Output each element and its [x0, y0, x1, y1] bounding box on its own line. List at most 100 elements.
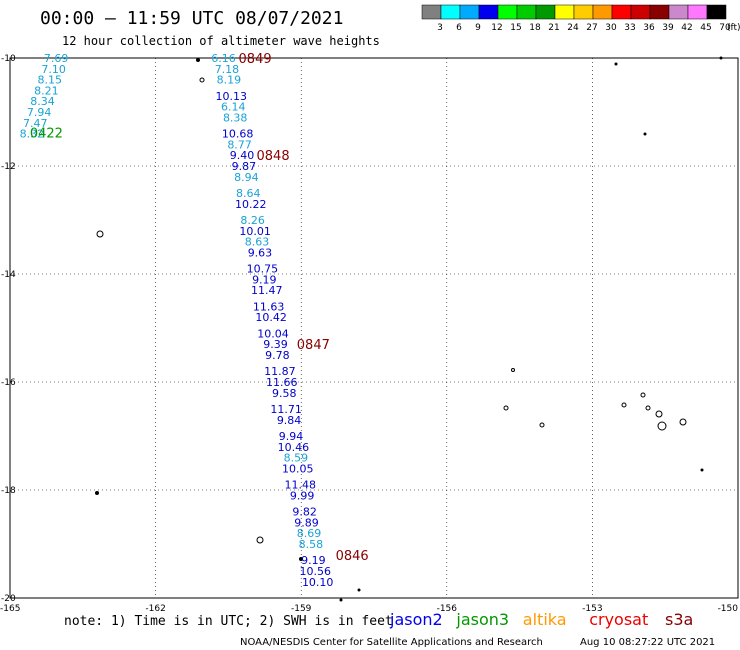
- wave-height-label: 10.22: [235, 198, 267, 211]
- wave-height-label: 9.39: [263, 338, 288, 351]
- wave-height-label: 8.38: [223, 111, 248, 124]
- legend-swatch: [573, 4, 594, 20]
- legend-label: 33: [624, 23, 635, 33]
- map-frame: [9, 57, 739, 599]
- x-tick-label: -162: [145, 604, 165, 614]
- islands: [95, 56, 723, 602]
- y-tick-label: -20: [1, 594, 16, 604]
- island-marker: [679, 418, 687, 426]
- wave-height-label: 11.71: [270, 403, 302, 416]
- satellite-name: altika: [523, 610, 567, 629]
- wave-height-label: 9.78: [265, 349, 290, 362]
- pass-time-label: 0846: [336, 549, 369, 564]
- wave-height-label: 9.99: [290, 489, 315, 502]
- island-marker: [357, 588, 361, 592]
- x-tick-label: -150: [718, 604, 739, 614]
- wave-height-label: 8.77: [227, 138, 252, 151]
- legend-label: 27: [586, 23, 597, 33]
- island-marker: [643, 132, 647, 136]
- wave-height-label: 9.84: [277, 414, 302, 427]
- legend-swatch: [611, 4, 632, 20]
- island-marker: [511, 368, 515, 372]
- wave-height-label: 9.82: [292, 506, 317, 519]
- pass-time-label: 0847: [297, 338, 330, 353]
- wave-height-label: 11.48: [284, 479, 316, 492]
- wave-height-label: 11.87: [264, 365, 296, 378]
- legend-label: 42: [681, 23, 692, 33]
- x-tick-label: -165: [0, 604, 20, 614]
- wave-height-label: 10.04: [257, 327, 289, 340]
- legend-swatch: [592, 4, 613, 20]
- island-marker: [657, 421, 667, 431]
- island-marker: [614, 62, 618, 66]
- wave-height-label: 11.66: [266, 376, 298, 389]
- wave-height-label: 10.05: [282, 462, 314, 475]
- island-marker: [95, 491, 99, 495]
- legend-label: 6: [456, 23, 462, 33]
- wave-height-label: 8.94: [234, 171, 259, 184]
- wave-height-label: 8.32: [20, 128, 45, 141]
- wave-height-label: 11.63: [253, 300, 285, 313]
- legend-label: 15: [510, 23, 521, 33]
- wave-height-label: 9.40: [230, 149, 255, 162]
- legend-swatch: [516, 4, 537, 20]
- island-marker: [640, 392, 646, 398]
- island-marker: [621, 402, 627, 408]
- legend-swatch: [630, 4, 651, 20]
- wave-height-label: 8.34: [30, 95, 55, 108]
- legend-label: 36: [643, 23, 655, 33]
- y-tick-label: -18: [1, 486, 16, 496]
- legend-label: 9: [475, 23, 481, 33]
- legend-label: 70: [719, 23, 731, 33]
- legend-swatch: [497, 4, 518, 20]
- y-tick-label: -14: [1, 270, 16, 280]
- wave-height-label: 8.69: [297, 527, 322, 540]
- wave-height-label: 8.26: [240, 214, 265, 227]
- legend-swatch: [421, 4, 442, 20]
- legend-swatch: [440, 4, 461, 20]
- x-tick-label: -159: [291, 604, 312, 614]
- wave-height-label: 6.14: [221, 101, 246, 114]
- island-marker: [539, 422, 545, 428]
- island-marker: [503, 405, 509, 411]
- legend-label: 3: [437, 23, 443, 33]
- wave-height-label: 8.19: [217, 74, 242, 87]
- legend-label: 24: [567, 23, 579, 33]
- legend-swatch: [554, 4, 575, 20]
- x-tick-label: -156: [437, 604, 458, 614]
- satellite-name: cryosat: [589, 610, 648, 629]
- legend-swatch: [459, 4, 480, 20]
- wave-height-label: 10.13: [216, 90, 248, 103]
- footer-note: note: 1) Time is in UTC; 2) SWH is in fe…: [64, 614, 393, 629]
- legend-swatch: [649, 4, 670, 20]
- wave-height-label: 7.94: [27, 106, 52, 119]
- timestamp-text: Aug 10 08:27:22 UTC 2021: [580, 637, 715, 648]
- wave-height-label: 10.56: [300, 565, 332, 578]
- wave-height-label: 10.01: [239, 225, 271, 238]
- island-marker: [299, 557, 303, 561]
- island-marker: [256, 536, 264, 544]
- legend-label: 21: [548, 23, 559, 33]
- wave-height-label: 10.68: [222, 128, 254, 141]
- legend-swatch: [706, 4, 727, 20]
- pass-time-label: 0849: [239, 52, 272, 67]
- wave-height-label: 10.46: [278, 441, 310, 454]
- wave-height-label: 6.16: [211, 52, 236, 65]
- satellite-legend: jason2 jason3 altika cryosat s3a: [389, 610, 693, 629]
- legend-unit: (ft): [727, 23, 740, 33]
- legend-label: 39: [662, 23, 674, 33]
- island-marker: [196, 58, 200, 62]
- wave-height-label: 8.21: [34, 84, 59, 97]
- wave-height-label: 10.10: [302, 576, 334, 589]
- wave-height-label: 7.10: [41, 63, 66, 76]
- legend-swatch: [478, 4, 499, 20]
- pass-time-label: 0848: [257, 149, 290, 164]
- wave-height-label: 9.58: [272, 387, 297, 400]
- y-tick-label: -12: [1, 162, 16, 172]
- color-legend: 3 6 9 12 15 18 21 24 27 30 33 36 39 42 45 70(ft): [421, 4, 740, 33]
- y-tick-label: -10: [1, 54, 16, 64]
- island-marker: [719, 56, 723, 60]
- x-tick-label: -153: [582, 604, 602, 614]
- wave-height-label: 8.63: [245, 236, 270, 249]
